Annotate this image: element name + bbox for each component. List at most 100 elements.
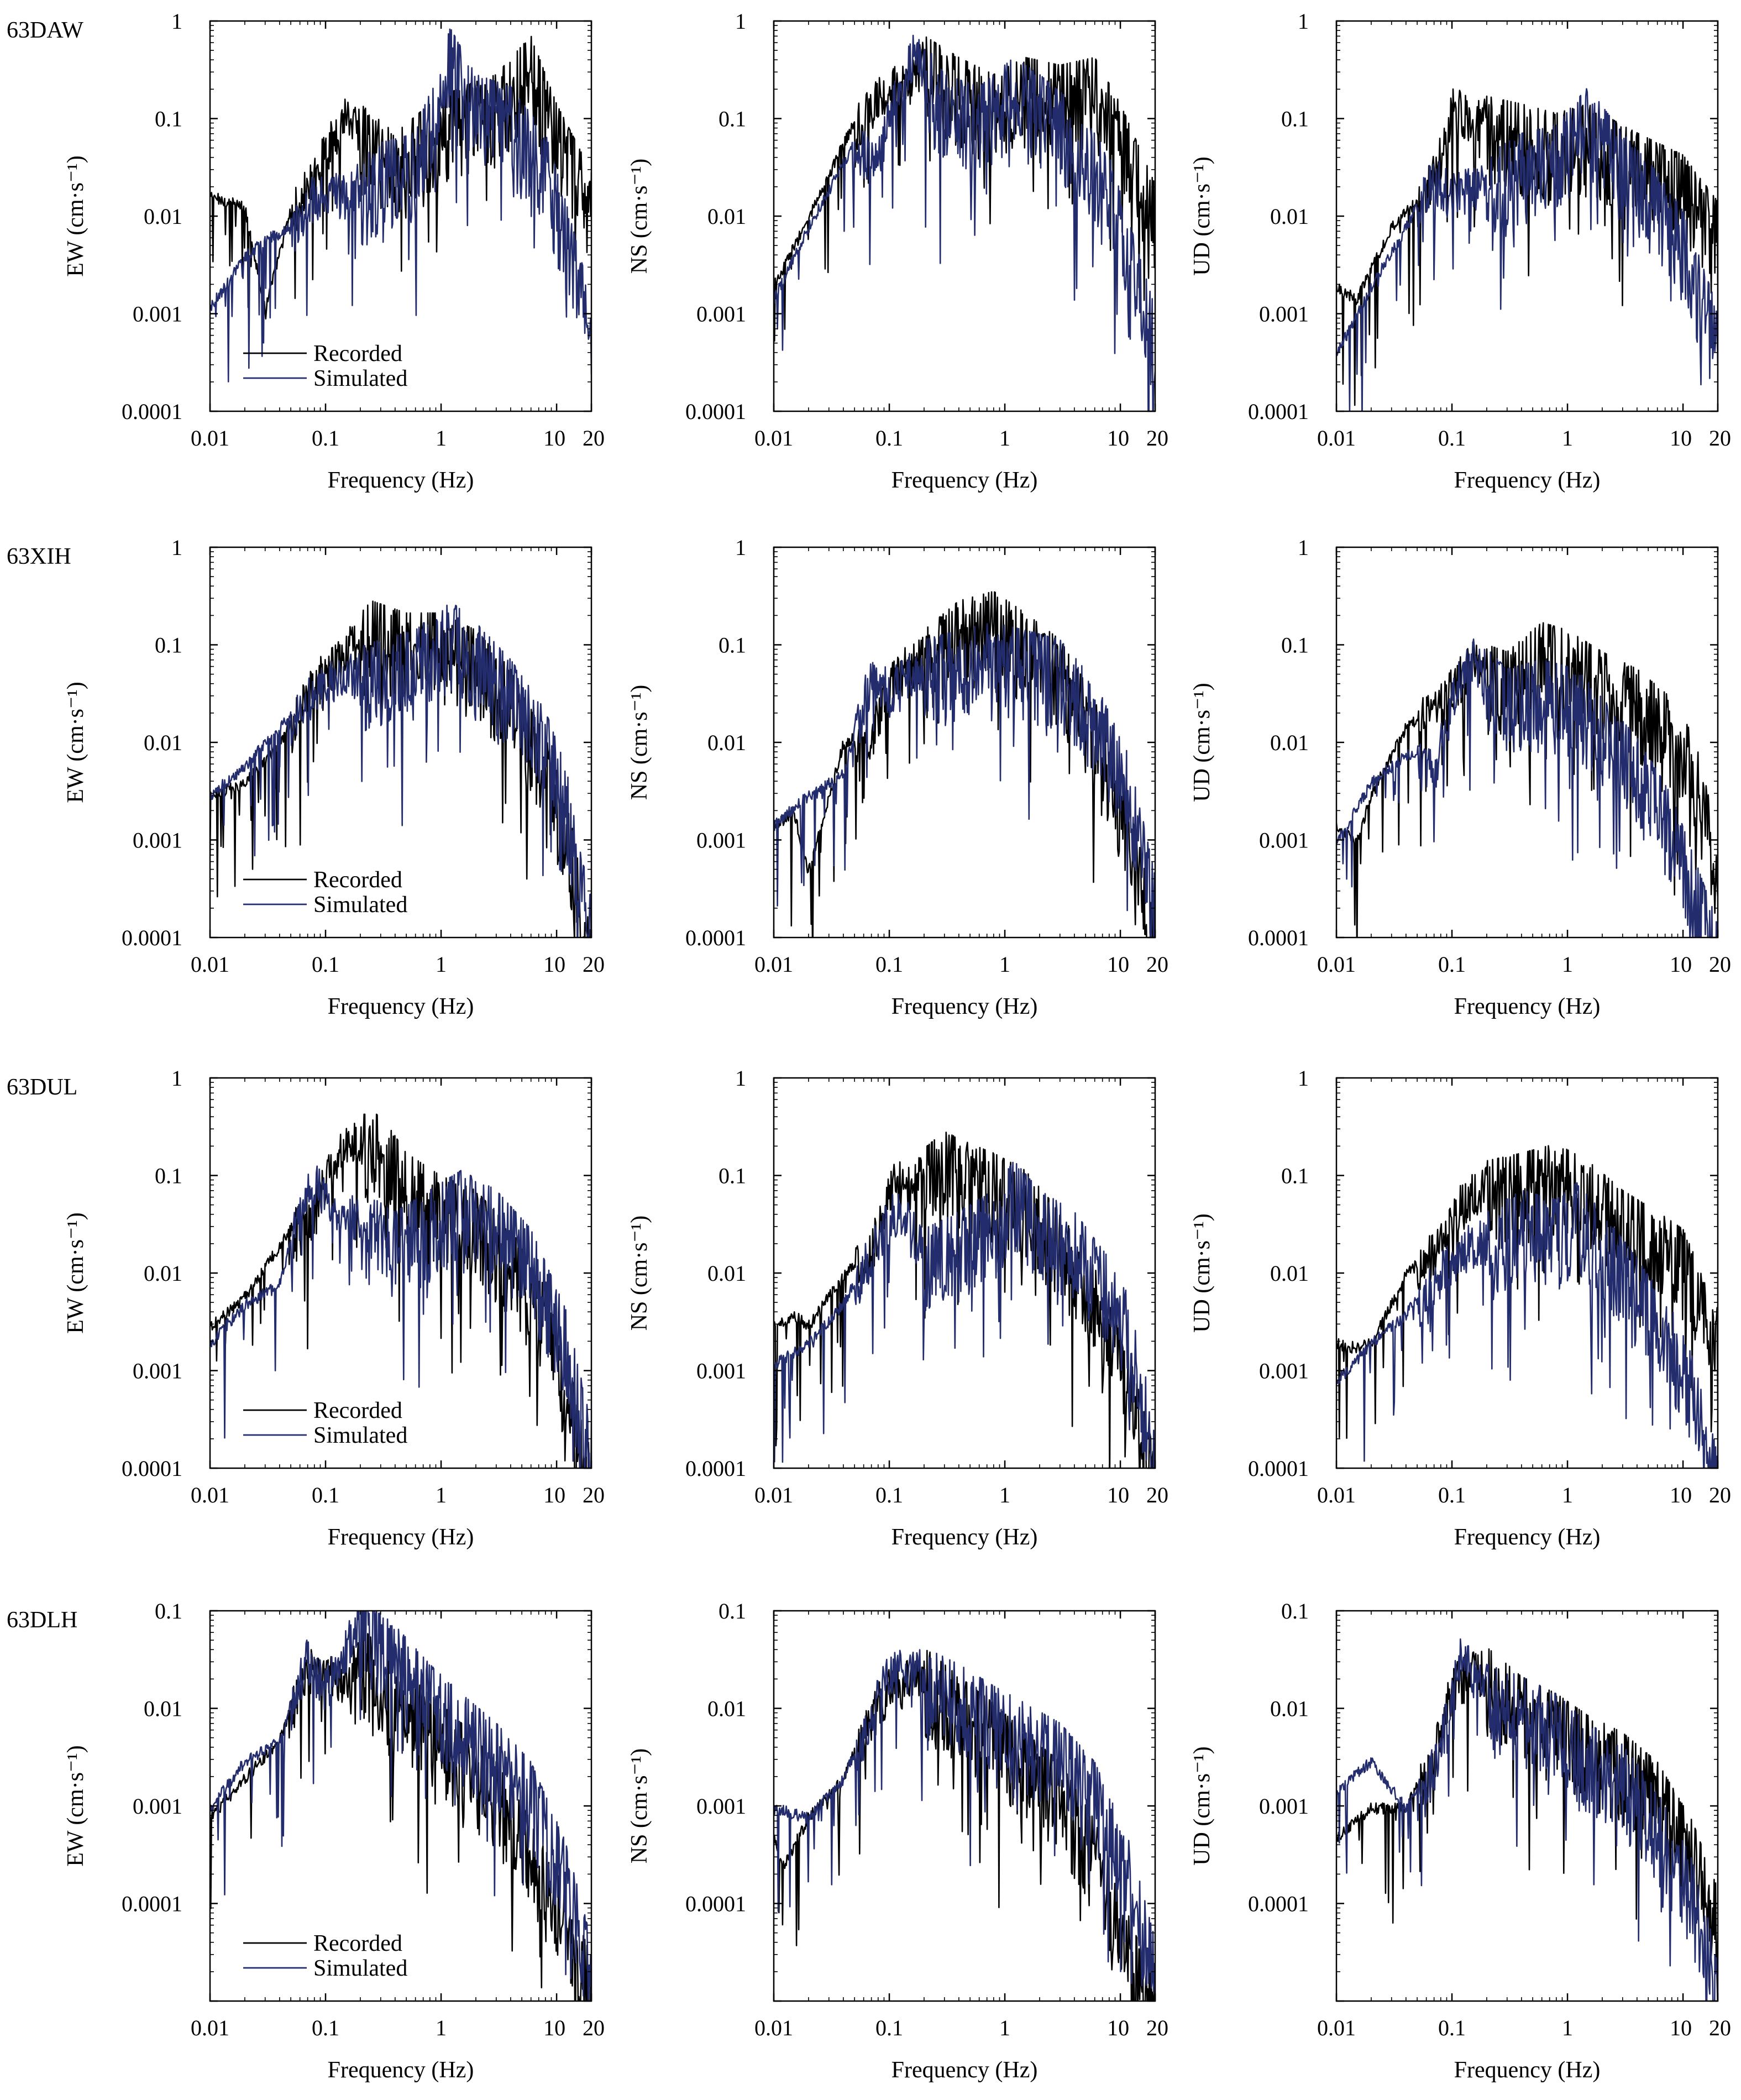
series-group bbox=[1336, 1145, 1718, 1468]
series-group bbox=[210, 600, 591, 938]
x-tick-label: 20 bbox=[1146, 426, 1168, 451]
x-tick-label: 0.01 bbox=[191, 1483, 229, 1507]
x-axis-title: Frequency (Hz) bbox=[328, 468, 474, 493]
x-tick-label: 0.01 bbox=[754, 1483, 793, 1507]
y-tick-label: 0.001 bbox=[133, 1794, 182, 1819]
y-tick-label: 1 bbox=[171, 9, 182, 34]
x-axis-title: Frequency (Hz) bbox=[892, 994, 1038, 1019]
y-tick-label: 0.1 bbox=[1281, 1164, 1309, 1188]
series-group bbox=[774, 1132, 1155, 1468]
x-tick-label: 0.01 bbox=[191, 426, 229, 451]
x-tick-label: 1 bbox=[1562, 952, 1573, 977]
y-tick-label: 0.001 bbox=[1259, 828, 1309, 853]
y-tick-label: 0.001 bbox=[696, 302, 746, 327]
y-tick-label: 1 bbox=[1298, 1066, 1309, 1091]
y-tick-label: 0.0001 bbox=[685, 1456, 746, 1481]
series-group bbox=[1336, 622, 1718, 938]
y-tick-label: 0.01 bbox=[1270, 730, 1309, 755]
y-tick-label: 0.1 bbox=[155, 1164, 182, 1188]
x-tick-label: 10 bbox=[1670, 1483, 1692, 1507]
y-axis-title: NS (cm·s⁻¹) bbox=[627, 1748, 652, 1864]
series-line-simulated bbox=[1336, 1182, 1718, 1468]
y-tick-label: 0.0001 bbox=[122, 399, 182, 424]
y-tick-label: 0.01 bbox=[1270, 1696, 1309, 1721]
panel-63DUL-UD: 0.0001 0.001 0.01 0.1 1 0.01 0.1 1 10 20 Frequency… bbox=[1189, 1066, 1731, 1550]
series-line-simulated bbox=[774, 623, 1155, 938]
series-group bbox=[210, 28, 591, 383]
y-axis-title: EW (cm·s⁻¹) bbox=[63, 682, 88, 803]
y-tick-label: 0.1 bbox=[719, 107, 746, 132]
x-tick-label: 20 bbox=[1146, 2015, 1168, 2040]
y-tick-label: 0.01 bbox=[707, 1261, 746, 1286]
y-tick-label: 0.001 bbox=[1259, 302, 1309, 327]
legend-label-simulated: Simulated bbox=[313, 1423, 407, 1448]
x-tick-label: 1 bbox=[1562, 426, 1573, 451]
y-tick-label: 1 bbox=[1298, 535, 1309, 560]
series-group bbox=[774, 1649, 1155, 2001]
y-tick-label: 1 bbox=[1298, 9, 1309, 34]
panel-63DAW-UD: 0.0001 0.001 0.01 0.1 1 0.01 0.1 1 10 20 Frequency… bbox=[1189, 9, 1731, 493]
panel-63DAW-EW: 0.0001 0.001 0.01 0.1 1 0.01 0.1 1 10 20 Frequency… bbox=[7, 9, 605, 493]
y-tick-label: 0.0001 bbox=[685, 399, 746, 424]
x-tick-label: 10 bbox=[1107, 2015, 1129, 2040]
y-tick-label: 0.1 bbox=[155, 633, 182, 658]
y-tick-label: 0.1 bbox=[719, 633, 746, 658]
series-line-simulated bbox=[1336, 638, 1718, 938]
y-tick-label: 0.01 bbox=[707, 730, 746, 755]
y-tick-label: 0.001 bbox=[1259, 1794, 1309, 1819]
y-tick-label: 0.01 bbox=[144, 1696, 182, 1721]
y-tick-label: 0.1 bbox=[719, 1164, 746, 1188]
x-tick-label: 10 bbox=[1670, 2015, 1692, 2040]
x-tick-label: 1 bbox=[436, 426, 447, 451]
y-tick-label: 0.0001 bbox=[122, 1456, 182, 1481]
station-label: 63DAW bbox=[7, 18, 83, 43]
legend-label-simulated: Simulated bbox=[313, 366, 407, 391]
y-tick-label: 0.0001 bbox=[1248, 1892, 1309, 1916]
panel-63DAW-NS: 0.0001 0.001 0.01 0.1 1 0.01 0.1 1 10 20 Frequency… bbox=[627, 9, 1168, 493]
panel-63XIH-EW: 0.0001 0.001 0.01 0.1 1 0.01 0.1 1 10 20 Frequency… bbox=[7, 535, 605, 1019]
series-line-simulated bbox=[774, 1161, 1155, 1468]
y-tick-label: 0.01 bbox=[707, 1696, 746, 1721]
y-tick-label: 0.1 bbox=[155, 107, 182, 132]
x-tick-label: 20 bbox=[583, 426, 605, 451]
x-tick-label: 0.01 bbox=[1317, 1483, 1356, 1507]
y-tick-label: 0.001 bbox=[696, 1794, 746, 1819]
x-axis-title: Frequency (Hz) bbox=[1454, 1525, 1601, 1550]
x-tick-label: 10 bbox=[543, 1483, 565, 1507]
x-tick-label: 0.1 bbox=[1438, 426, 1466, 451]
x-tick-label: 1 bbox=[1562, 2015, 1573, 2040]
x-axis-title: Frequency (Hz) bbox=[328, 1525, 474, 1550]
series-line-recorded bbox=[774, 1132, 1154, 1468]
station-label: 63DLH bbox=[7, 1607, 77, 1633]
y-axis-title: EW (cm·s⁻¹) bbox=[63, 1212, 88, 1333]
y-tick-label: 0.0001 bbox=[122, 925, 182, 950]
x-tick-label: 0.1 bbox=[875, 952, 903, 977]
y-axis-title: UD (cm·s⁻¹) bbox=[1189, 1746, 1215, 1866]
panel-63DUL-EW: 0.0001 0.001 0.01 0.1 1 0.01 0.1 1 10 20 Frequency… bbox=[7, 1066, 605, 1550]
y-axis-title: NS (cm·s⁻¹) bbox=[627, 159, 652, 274]
x-axis-title: Frequency (Hz) bbox=[892, 468, 1038, 493]
series-line-simulated bbox=[774, 1649, 1155, 1992]
x-tick-label: 0.1 bbox=[875, 2015, 903, 2040]
x-tick-label: 1 bbox=[999, 426, 1010, 451]
x-tick-label: 1 bbox=[999, 1483, 1010, 1507]
series-line-simulated bbox=[210, 28, 591, 383]
y-tick-label: 0.001 bbox=[133, 828, 182, 853]
y-tick-label: 0.001 bbox=[133, 302, 182, 327]
y-tick-label: 0.1 bbox=[719, 1599, 746, 1624]
legend-label-recorded: Recorded bbox=[313, 1931, 402, 1956]
legend-label-simulated: Simulated bbox=[313, 892, 407, 918]
legend-label-recorded: Recorded bbox=[313, 867, 402, 893]
y-tick-label: 0.001 bbox=[1259, 1359, 1309, 1384]
x-tick-label: 0.1 bbox=[312, 952, 339, 977]
x-tick-label: 0.1 bbox=[312, 1483, 339, 1507]
y-tick-label: 0.1 bbox=[1281, 633, 1309, 658]
x-axis-title: Frequency (Hz) bbox=[1454, 2057, 1601, 2083]
x-tick-label: 0.1 bbox=[312, 2015, 339, 2040]
x-tick-label: 20 bbox=[1146, 952, 1168, 977]
y-tick-label: 0.0001 bbox=[1248, 925, 1309, 950]
panel-63DLH-UD: 0.0001 0.001 0.01 0.1 0.01 0.1 1 10 20 Frequency … bbox=[1189, 1599, 1731, 2083]
x-tick-label: 0.01 bbox=[1317, 426, 1356, 451]
series-line-recorded bbox=[210, 35, 591, 320]
